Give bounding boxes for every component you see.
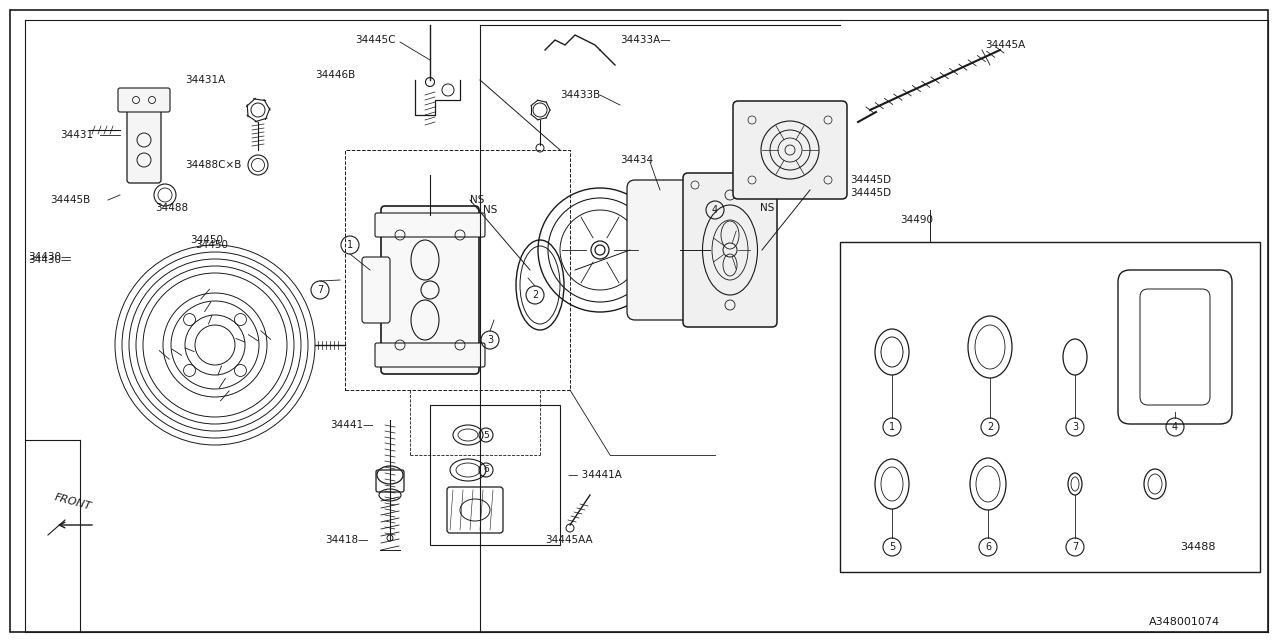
Text: 5: 5 bbox=[888, 542, 895, 552]
Text: 3: 3 bbox=[486, 335, 493, 345]
Text: 34433B: 34433B bbox=[561, 90, 600, 100]
Text: 34445D: 34445D bbox=[850, 175, 891, 185]
Text: 34418—: 34418— bbox=[325, 535, 369, 545]
Text: 34431: 34431 bbox=[60, 130, 93, 140]
Text: 34488: 34488 bbox=[155, 203, 188, 213]
Text: 34446B: 34446B bbox=[315, 70, 356, 80]
FancyBboxPatch shape bbox=[684, 173, 777, 327]
Text: 34488: 34488 bbox=[1180, 542, 1216, 552]
Text: 34430—: 34430— bbox=[28, 252, 72, 262]
FancyBboxPatch shape bbox=[127, 107, 161, 183]
Bar bbox=[840, 242, 1260, 572]
Text: 2: 2 bbox=[987, 422, 993, 432]
Text: NS: NS bbox=[760, 203, 774, 213]
Text: 34445AA: 34445AA bbox=[545, 535, 593, 545]
Text: — 34441A: — 34441A bbox=[568, 470, 622, 480]
Text: 7: 7 bbox=[317, 285, 323, 295]
Text: 6: 6 bbox=[984, 542, 991, 552]
Text: 34488C×B: 34488C×B bbox=[186, 160, 242, 170]
Text: NS: NS bbox=[470, 195, 484, 205]
Text: 3: 3 bbox=[1071, 422, 1078, 432]
FancyBboxPatch shape bbox=[362, 257, 390, 323]
Text: NS: NS bbox=[483, 205, 497, 215]
Text: 5: 5 bbox=[483, 431, 489, 440]
Text: 34450: 34450 bbox=[189, 235, 223, 245]
Text: A348001074: A348001074 bbox=[1149, 617, 1220, 627]
Text: 34490: 34490 bbox=[900, 215, 933, 225]
Text: 4: 4 bbox=[1172, 422, 1178, 432]
Text: 34445C: 34445C bbox=[355, 35, 396, 45]
Text: FRONT: FRONT bbox=[54, 493, 92, 512]
Text: 1: 1 bbox=[888, 422, 895, 432]
Text: 1: 1 bbox=[347, 240, 353, 250]
Text: 34445D: 34445D bbox=[850, 188, 891, 198]
Text: 34431A: 34431A bbox=[186, 75, 225, 85]
Text: 34441—: 34441— bbox=[330, 420, 374, 430]
Text: 34430—: 34430— bbox=[28, 255, 72, 265]
Text: 34450: 34450 bbox=[195, 240, 228, 250]
FancyBboxPatch shape bbox=[118, 88, 170, 112]
FancyBboxPatch shape bbox=[627, 180, 692, 320]
FancyBboxPatch shape bbox=[381, 206, 479, 374]
Text: 4: 4 bbox=[712, 205, 718, 215]
FancyBboxPatch shape bbox=[733, 101, 847, 199]
FancyBboxPatch shape bbox=[375, 213, 485, 237]
Text: 34433A—: 34433A— bbox=[620, 35, 671, 45]
Text: 6: 6 bbox=[483, 465, 489, 474]
Text: 2: 2 bbox=[532, 290, 538, 300]
Bar bbox=[430, 405, 561, 545]
FancyBboxPatch shape bbox=[375, 343, 485, 367]
Text: 34445B: 34445B bbox=[50, 195, 91, 205]
Text: 34434: 34434 bbox=[620, 155, 653, 165]
Text: 7: 7 bbox=[1071, 542, 1078, 552]
Text: 34445A: 34445A bbox=[986, 40, 1025, 50]
